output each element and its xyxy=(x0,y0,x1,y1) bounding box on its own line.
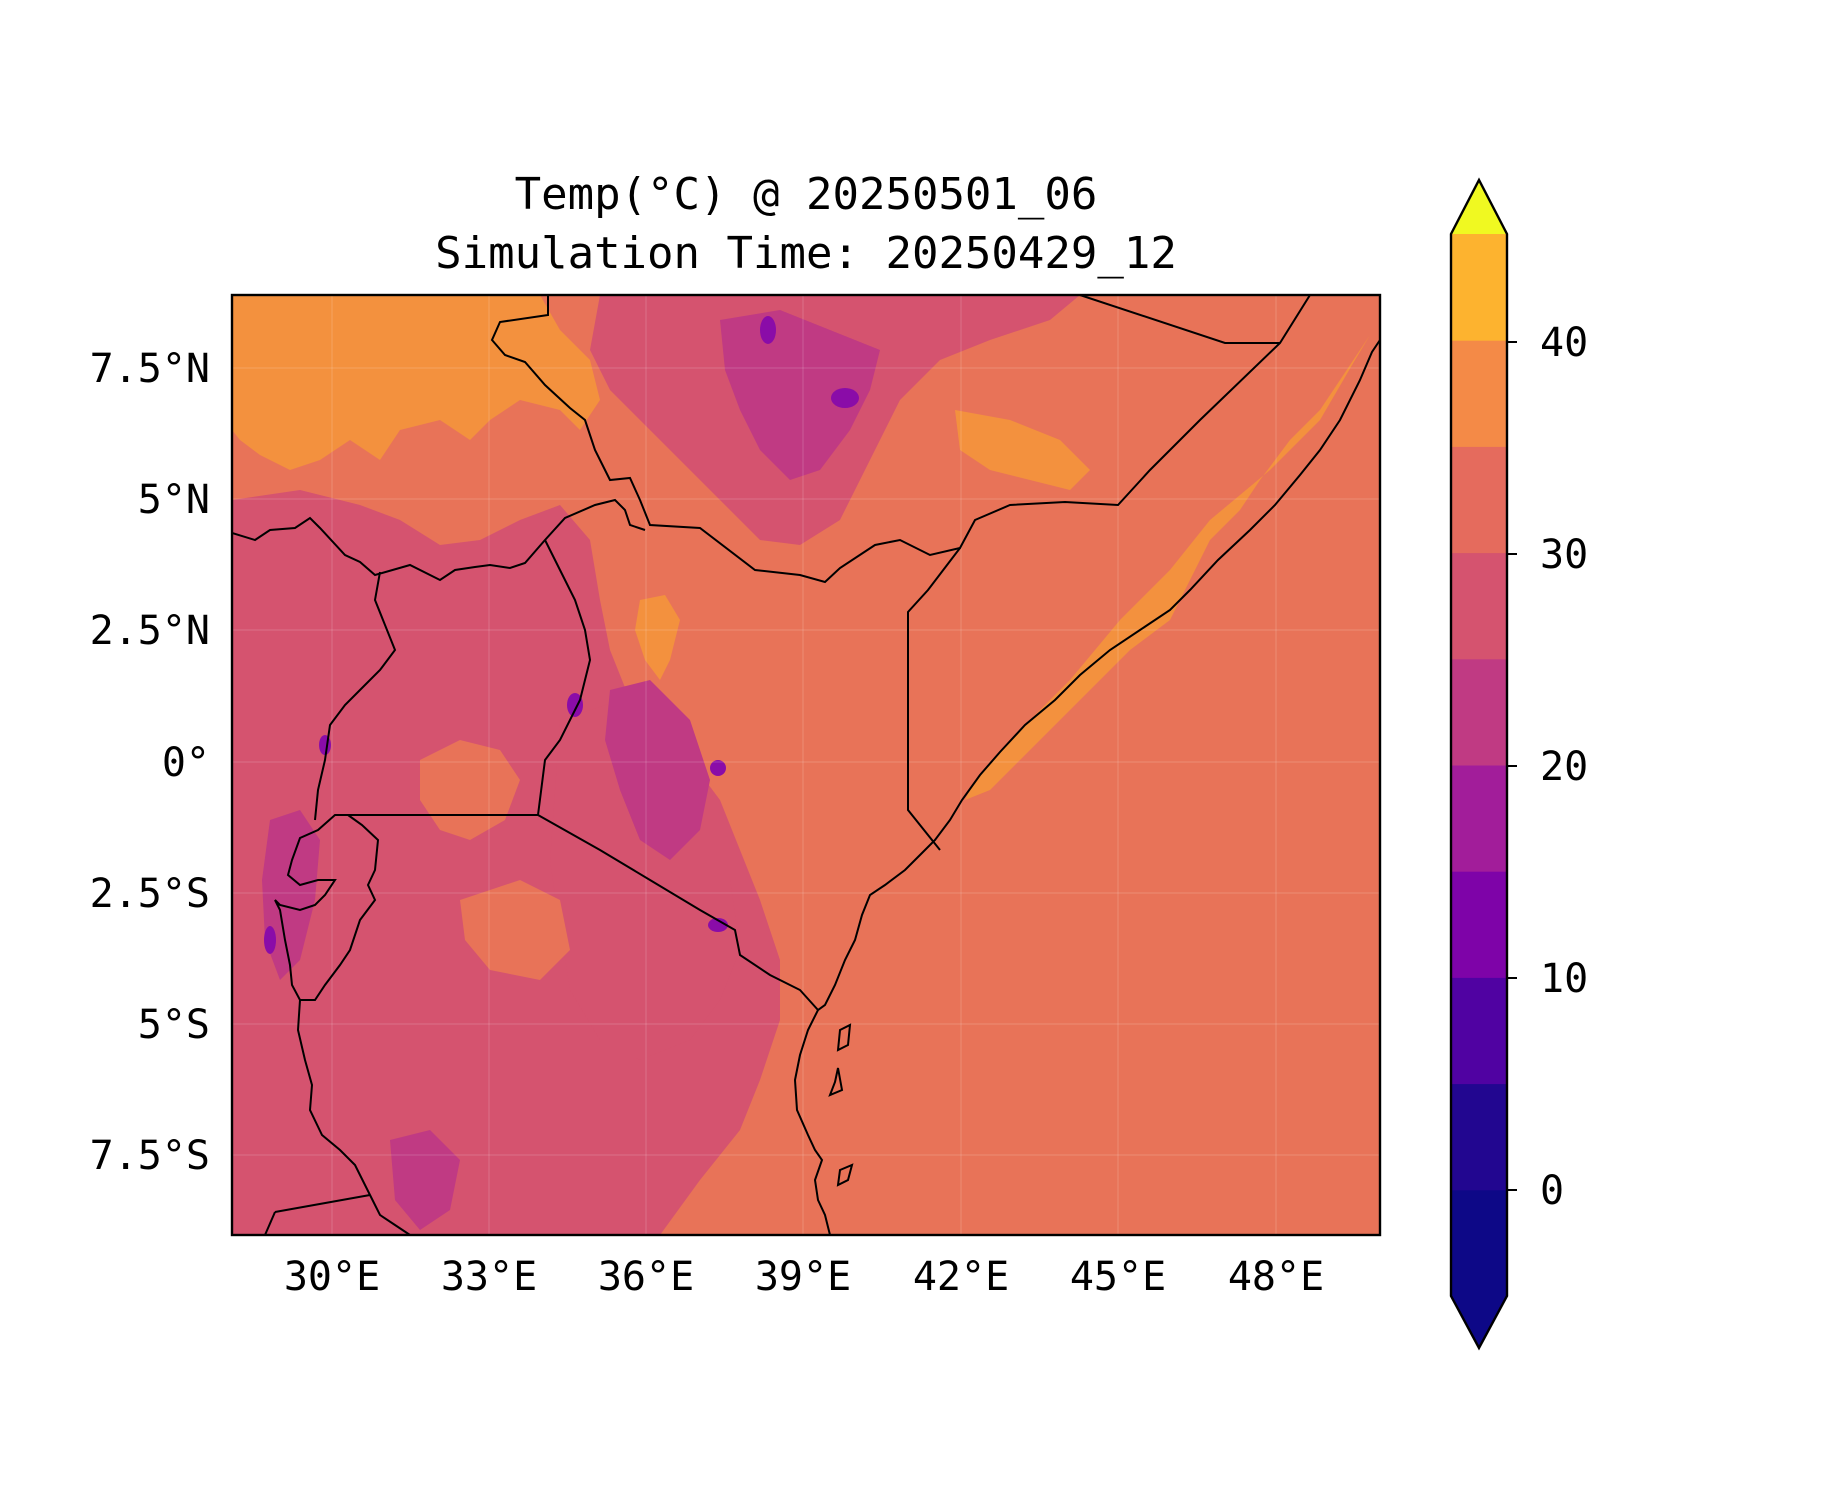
border-ethiopia-somaliland xyxy=(1079,295,1280,344)
y-tick-label: 5°N xyxy=(138,477,210,523)
colorbar-segment xyxy=(1451,340,1507,447)
map-frame xyxy=(230,293,1382,1237)
colorbar-tick-label: 30 xyxy=(1540,532,1588,578)
colorbar-segment xyxy=(1451,658,1507,766)
y-tick-label: 0° xyxy=(162,740,210,786)
colorbar-tick-label: 0 xyxy=(1540,1168,1564,1214)
colorbar-segment xyxy=(1451,234,1507,341)
colorbar-tick-label: 10 xyxy=(1540,956,1588,1002)
x-tick-label: 30°E xyxy=(284,1254,380,1300)
border-drc-west xyxy=(264,1211,276,1235)
warm-region-somalia-coast xyxy=(965,335,1370,800)
warm-patch-tanzania-central xyxy=(460,880,570,980)
mild-region-south xyxy=(550,700,740,1060)
x-tick-label: 45°E xyxy=(1070,1254,1166,1300)
x-axis: 30°E 33°E 36°E 39°E 42°E 45°E 48°E xyxy=(284,1254,1324,1300)
chart-title-line2: Simulation Time: 20250429_12 xyxy=(435,228,1177,279)
map-panel xyxy=(232,295,1380,1235)
y-tick-label: 5°S xyxy=(138,1002,210,1048)
border-kenya-somalia xyxy=(907,547,961,851)
island-mafia xyxy=(836,1163,854,1187)
colorbar-segment xyxy=(1451,552,1507,660)
border-south-sudan-ethiopia xyxy=(490,295,1311,584)
colorbar-segment xyxy=(1451,765,1507,872)
x-tick-label: 39°E xyxy=(755,1254,851,1300)
x-tick-label: 33°E xyxy=(441,1254,537,1300)
cool-region-albertine-rift xyxy=(262,810,320,980)
country-borders xyxy=(232,295,1380,1235)
cold-spot-ethiopia-1 xyxy=(831,388,859,408)
y-tick-label: 7.5°N xyxy=(90,346,210,392)
colorbar-segment xyxy=(1451,446,1507,554)
coastline-east-africa xyxy=(793,339,1380,1235)
border-tanzania-drc-lake-tanganyika xyxy=(296,999,411,1235)
cool-region-ethiopia xyxy=(720,310,880,480)
colorbar-over-arrow xyxy=(1451,180,1507,234)
border-uganda-drc xyxy=(314,571,397,821)
colorbar-outline xyxy=(1449,177,1509,1351)
warm-region-turkana xyxy=(635,595,680,680)
border-rwanda-burundi xyxy=(274,814,380,1001)
island-pemba xyxy=(828,1067,844,1097)
colorbar-segment xyxy=(1451,871,1507,978)
colorbar-tick-label: 20 xyxy=(1540,744,1588,790)
cold-spot-ethiopia-2 xyxy=(760,316,776,344)
cold-spot-elgon xyxy=(567,693,583,717)
border-tanzania-zambia xyxy=(274,1194,371,1213)
warm-region-northwest xyxy=(232,295,600,470)
cold-spot-rwenzori xyxy=(319,735,331,755)
border-kenya-tanzania xyxy=(537,814,819,1011)
x-tick-label: 48°E xyxy=(1228,1254,1324,1300)
y-axis: 7.5°N 5°N 2.5°N 0° 2.5°S 5°S 7.5°S xyxy=(90,346,210,1179)
chart-title-line1: Temp(°C) @ 20250501_06 xyxy=(515,169,1098,220)
colorbar-tick-marks xyxy=(1507,341,1517,1191)
cool-region-kenya-highlands xyxy=(605,680,710,860)
cold-spot-kilimanjaro xyxy=(708,918,728,932)
y-tick-label: 2.5°S xyxy=(90,871,210,917)
colorbar-segment xyxy=(1451,1189,1507,1297)
border-kenya-south-sudan xyxy=(232,498,646,582)
island-zanzibar xyxy=(836,1023,852,1052)
x-tick-label: 42°E xyxy=(913,1254,1009,1300)
colorbar-segment xyxy=(1451,977,1507,1085)
cool-region-southern-highlands xyxy=(390,1130,460,1230)
colorbar-under-arrow xyxy=(1451,1296,1507,1348)
y-tick-label: 2.5°N xyxy=(90,608,210,654)
colorbar-segments xyxy=(1451,234,1507,1297)
x-tick-label: 36°E xyxy=(598,1254,694,1300)
cold-spot-burundi xyxy=(264,926,276,954)
warm-region-ethiopia-east xyxy=(955,410,1090,490)
gridlines xyxy=(232,295,1380,1235)
y-tick-label: 7.5°S xyxy=(90,1133,210,1179)
colorbar-tick-label: 40 xyxy=(1540,320,1588,366)
colorbar: 40 30 20 10 0 xyxy=(1449,177,1588,1351)
cold-spot-kenya xyxy=(710,760,726,776)
border-uganda-kenya xyxy=(537,539,592,816)
colorbar-segment xyxy=(1451,1083,1507,1191)
